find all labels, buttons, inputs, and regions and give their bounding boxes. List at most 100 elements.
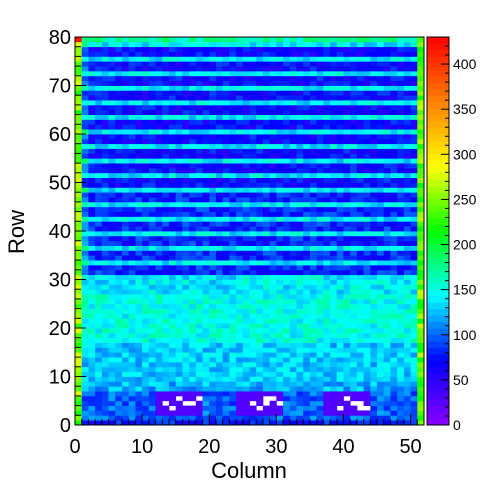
heatmap-cell	[108, 37, 116, 43]
heatmap-cell	[182, 255, 190, 261]
heatmap-cell	[175, 61, 183, 67]
heatmap-cell	[168, 342, 177, 348]
heatmap-cell	[390, 337, 398, 343]
heatmap-cell	[249, 357, 257, 363]
heatmap-cell	[356, 381, 364, 387]
heatmap-cell	[309, 226, 318, 232]
heatmap-cell	[121, 90, 130, 96]
heatmap-cell	[195, 187, 203, 193]
heatmap-cell	[236, 303, 244, 309]
heatmap-cell	[289, 279, 297, 285]
heatmap-cell	[195, 328, 203, 334]
heatmap-cell	[249, 264, 257, 271]
heatmap-cell	[189, 361, 197, 368]
heatmap-cell	[195, 361, 203, 368]
heatmap-cell	[377, 158, 385, 164]
heatmap-cell	[403, 226, 411, 232]
heatmap-cell	[162, 250, 170, 256]
heatmap-cell	[222, 386, 230, 392]
heatmap-cell	[162, 308, 170, 314]
heatmap-cell	[202, 95, 210, 101]
heatmap-cell	[303, 323, 311, 329]
heatmap-cell	[309, 201, 318, 208]
heatmap-cell	[148, 41, 156, 48]
heatmap-cell	[323, 332, 331, 339]
heatmap-cell	[289, 143, 297, 149]
heatmap-cell	[377, 347, 385, 353]
heatmap-cell	[262, 119, 271, 125]
heatmap-cell	[296, 100, 304, 106]
heatmap-cell	[175, 405, 183, 411]
heatmap-cell	[88, 318, 96, 324]
heatmap-cell	[403, 216, 411, 222]
heatmap-cell	[236, 235, 244, 242]
heatmap-cell	[121, 61, 130, 67]
heatmap-cell	[390, 177, 398, 183]
heatmap-cell	[410, 323, 418, 329]
heatmap-cell	[95, 235, 103, 242]
heatmap-cell	[350, 66, 358, 72]
heatmap-cell	[189, 182, 197, 188]
heatmap-cell	[296, 56, 304, 62]
heatmap-cell	[81, 66, 89, 72]
heatmap-cell	[162, 129, 170, 135]
heatmap-cell	[182, 318, 190, 324]
heatmap-cell	[370, 284, 378, 290]
heatmap-cell	[88, 284, 96, 290]
heatmap-cell	[269, 303, 277, 309]
heatmap-cell	[283, 70, 291, 77]
heatmap-cell	[377, 337, 385, 343]
heatmap-cell	[155, 361, 163, 368]
heatmap-cell	[189, 347, 197, 353]
heatmap-cell	[283, 255, 291, 261]
heatmap-cell	[189, 158, 197, 164]
heatmap-cell	[229, 328, 237, 334]
heatmap-cell	[182, 104, 190, 111]
heatmap-cell	[115, 206, 123, 212]
heatmap-cell	[323, 138, 331, 145]
heatmap-cell	[370, 75, 378, 82]
heatmap-cell	[215, 381, 224, 387]
heatmap-cell	[182, 337, 190, 343]
heatmap-cell	[370, 211, 378, 217]
heatmap-cell	[283, 153, 291, 159]
heatmap-cell	[309, 376, 318, 382]
heatmap-cell	[262, 352, 271, 358]
heatmap-cell	[215, 129, 224, 135]
heatmap-cell	[303, 138, 311, 145]
heatmap-cell	[142, 100, 150, 106]
heatmap-cell	[256, 80, 264, 86]
heatmap-cell	[229, 221, 237, 227]
heatmap-cell	[182, 46, 190, 52]
heatmap-cell	[336, 134, 344, 140]
heatmap-cell	[101, 211, 109, 217]
heatmap-cell	[175, 250, 183, 256]
heatmap-cell	[283, 260, 291, 266]
heatmap-cell	[343, 129, 351, 135]
heatmap-cell	[209, 163, 217, 169]
heatmap-cell	[296, 138, 304, 145]
heatmap-cell	[101, 192, 109, 198]
heatmap-cell	[215, 400, 224, 406]
heatmap-cell	[75, 70, 83, 77]
heatmap-cell	[155, 294, 163, 300]
heatmap-cell	[303, 167, 311, 174]
heatmap-cell	[101, 114, 109, 120]
heatmap-cell	[370, 260, 378, 266]
heatmap-cell	[189, 279, 197, 285]
heatmap-cell	[168, 66, 177, 72]
heatmap-cell	[397, 381, 405, 387]
heatmap-cell	[256, 231, 264, 237]
heatmap-cell	[128, 371, 136, 377]
heatmap-cell	[75, 376, 83, 382]
heatmap-cell	[397, 182, 405, 188]
heatmap-cell	[175, 153, 183, 159]
heatmap-cell	[182, 119, 190, 125]
heatmap-cell	[215, 371, 224, 377]
heatmap-cell	[303, 410, 311, 416]
heatmap-cell	[175, 221, 183, 227]
y-tick-label: 70	[49, 76, 71, 98]
heatmap-cell	[182, 376, 190, 382]
heatmap-cell	[75, 172, 83, 179]
heatmap-cell	[390, 328, 398, 334]
